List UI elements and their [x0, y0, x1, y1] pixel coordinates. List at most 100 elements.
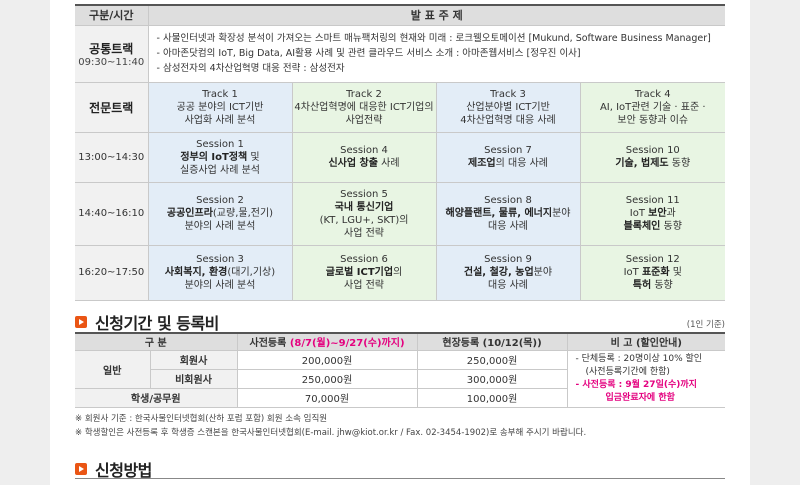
section-divider	[75, 478, 725, 479]
discount-note-line: - 단체등록 : 20명이상 10% 할인	[575, 353, 703, 364]
session-time: 14:40~16:10	[75, 181, 149, 246]
session-time: 13:00~14:30	[75, 131, 149, 183]
session-cell: Session 6 글로벌 ICT기업의 사업 전략	[291, 244, 437, 301]
session-cell: Session 2 공공인프라(교량,물,전기) 분야의 사례 분석	[147, 181, 293, 246]
session-topic-bold: 글로벌 ICT기업	[325, 267, 394, 278]
session-name: Session 1	[196, 138, 244, 150]
session-topic-bold: 제조업	[468, 158, 496, 169]
session-name: Session 11	[625, 195, 680, 206]
session-name: Session 9	[484, 254, 532, 265]
session-topic-bold: 해양플랜트, 물류, 에너지	[445, 208, 553, 219]
track-1-header: Track 1 공공 분야의 ICT기반 사업화 사례 분석	[147, 81, 293, 133]
session-topic-text: 분야	[533, 267, 553, 278]
session-cell: Session 10 기술, 법제도 동향	[579, 131, 726, 183]
play-arrow-icon	[75, 463, 87, 475]
session-topic-bold: 공공인프라	[166, 208, 213, 219]
track-3-header: Track 3 산업분야별 ICT기반 4차산업혁명 대응 사례	[435, 81, 581, 133]
session-topic-line: 사업 전략	[344, 280, 384, 291]
session-topic-bold: 표준화	[641, 267, 670, 278]
session-name: Session 2	[196, 195, 244, 206]
application-heading: 신청방법	[75, 457, 152, 481]
fee-header-pre-label: 사전등록	[249, 338, 290, 350]
common-topic-item: - 삼성전자의 4차산업혁명 대응 전략 : 삼성전자	[156, 63, 345, 74]
track-desc: 4차산업혁명 대응 사례	[460, 114, 556, 126]
track-desc: 보안 동향과 이슈	[617, 114, 689, 126]
session-cell: Session 11 IoT 보안과 블록체인 동향	[579, 181, 726, 246]
common-topic-item: - 사물인터넷과 확장성 분석이 가져오는 스마트 매뉴팩처링의 현재와 미래 …	[156, 33, 711, 44]
session-name: Session 7	[484, 145, 532, 156]
track-name: Track 3	[490, 88, 526, 100]
session-topic-text: (대기,기상)	[227, 267, 276, 278]
session-topic-bold: 건설, 철강, 농업	[463, 267, 534, 278]
schedule-table: 구분/시간 발 표 주 제 공통트랙 09:30~11:40 - 사물인터넷과 …	[75, 4, 726, 301]
discount-note-line: 입금완료자에 한함	[605, 392, 675, 403]
session-name: Session 4	[340, 145, 388, 156]
session-name: Session 3	[196, 254, 244, 265]
fee-header-pre-period: (8/7(월)~9/27(수)까지)	[289, 338, 405, 350]
session-topic-text: 의	[393, 267, 403, 278]
page-paper: 구분/시간 발 표 주 제 공통트랙 09:30~11:40 - 사물인터넷과 …	[50, 0, 750, 485]
track-desc: 사업화 사례 분석	[184, 114, 256, 126]
session-cell: Session 4 신사업 창출 사례	[291, 131, 437, 183]
session-time: 16:20~17:50	[75, 244, 149, 301]
discount-notes: - 단체등록 : 20명이상 10% 할인 (사전등록기간에 한함) - 사전등…	[566, 349, 726, 408]
registration-heading: 신청기간 및 등록비	[75, 310, 219, 334]
session-topic-text: 및	[247, 151, 260, 163]
fee-pre-value: 200,000원	[236, 349, 418, 370]
session-cell: Session 5 국내 통신기업 (KT, LGU+, SKT)의 사업 전략	[291, 181, 437, 246]
fee-pre-value: 70,000원	[236, 387, 418, 408]
session-cell: Session 9 건설, 철강, 농업분야 대응 사례	[435, 244, 581, 301]
schedule-header-category: 구분/시간	[75, 4, 149, 26]
track-name: Track 1	[202, 88, 238, 100]
common-topic-item: - 아마존닷컴의 IoT, Big Data, AI활용 사례 및 관련 클라우…	[156, 48, 581, 59]
fee-onsite-value: 250,000원	[416, 349, 568, 370]
fee-header-pre: 사전등록 (8/7(월)~9/27(수)까지)	[236, 332, 418, 351]
session-topic-text: 동향	[668, 158, 691, 169]
track-desc: 산업분야별 ICT기반	[466, 101, 550, 113]
session-name: Session 8	[484, 195, 532, 206]
footnote: ※ 회원사 기준 : 한국사물인터넷협회(산하 포럼 포함) 회원 소속 임직원	[75, 414, 328, 424]
fee-row-label: 비회원사	[150, 368, 238, 389]
common-track-time: 09:30~11:40	[78, 56, 145, 68]
session-topic-line: 분야의 사례 분석	[184, 221, 256, 232]
session-cell: Session 8 해양플랜트, 물류, 에너지분야 대응 사례	[435, 181, 581, 246]
fee-header-onsite: 현장등록 (10/12(목))	[416, 332, 568, 351]
session-topic-text: 사례	[377, 158, 400, 169]
fee-onsite-value: 300,000원	[416, 368, 568, 389]
fee-onsite-value: 100,000원	[416, 387, 568, 408]
session-cell: Session 3 사회복지, 환경(대기,기상) 분야의 사례 분석	[147, 244, 293, 301]
session-cell: Session 12 IoT 표준화 및 특허 동향	[579, 244, 726, 301]
play-arrow-icon	[75, 316, 87, 328]
session-cell: Session 1 정부의 IoT정책 및 실증사업 사례 분석	[147, 131, 293, 183]
session-name: Session 10	[625, 145, 680, 156]
session-topic-bold: 정부의 IoT정책	[180, 151, 248, 163]
track-desc: 4차산업혁명에 대응한 ICT기업의	[294, 101, 434, 113]
session-topic-bold: 보안	[648, 208, 667, 219]
session-topic-text: 의 대응 사례	[495, 158, 548, 169]
common-track-topics: - 사물인터넷과 확장성 분석이 가져오는 스마트 매뉴팩처링의 현재와 미래 …	[147, 24, 726, 83]
unit-note: (1인 기준)	[686, 320, 725, 330]
fee-row-label: 회원사	[149, 349, 238, 370]
session-name: Session 12	[625, 254, 680, 265]
track-4-header: Track 4 AI, IoT관련 기술 · 표준 · 보안 동향과 이슈	[579, 81, 726, 133]
track-desc: 사업전략	[345, 114, 383, 126]
section-title: 신청방법	[95, 461, 152, 480]
session-topic-line: 분야의 사례 분석	[184, 280, 256, 291]
session-topic-text: 분야	[552, 208, 571, 219]
special-track-label: 전문트랙	[75, 81, 149, 133]
session-topic-line: (KT, LGU+, SKT)의	[319, 214, 409, 226]
track-desc: AI, IoT관련 기술 · 표준 ·	[599, 101, 706, 113]
session-topic-line: 사업 전략	[344, 227, 384, 239]
session-topic-bold: 기술, 법제도	[615, 158, 669, 169]
common-track-title: 공통트랙	[89, 41, 134, 56]
fee-pre-value: 250,000원	[236, 368, 418, 389]
session-cell: Session 7 제조업의 대응 사례	[435, 131, 581, 183]
fee-row-label: 학생/공무원	[75, 387, 238, 408]
session-topic-bold: 사회복지, 환경	[164, 267, 228, 278]
section-title: 신청기간 및 등록비	[95, 314, 219, 333]
track-desc: 공공 분야의 ICT기반	[176, 101, 264, 113]
session-topic-line: 대응 사례	[488, 221, 528, 232]
discount-note-line: (사전등록기간에 한함)	[585, 366, 670, 377]
fee-header-note: 비 고 (할인안내)	[566, 332, 726, 351]
track-name: Track 2	[346, 88, 382, 100]
